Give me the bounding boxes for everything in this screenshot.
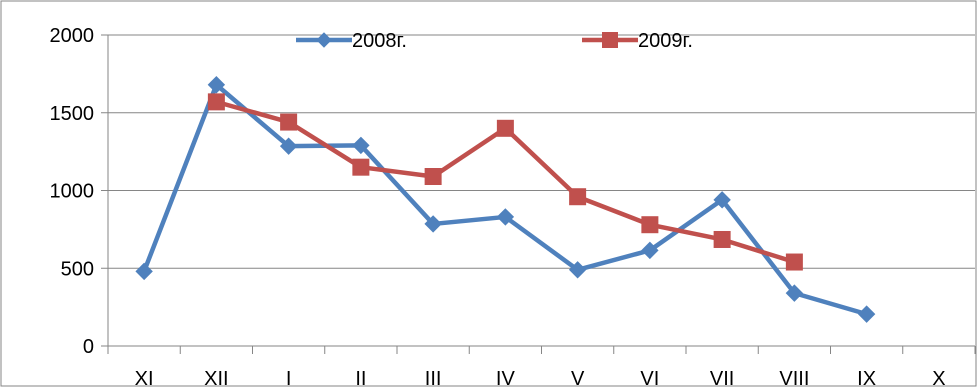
x-tick-label: IV	[496, 368, 516, 387]
legend: 2008г. 2009г.	[296, 30, 693, 52]
x-tick-label: V	[571, 368, 585, 387]
square-marker	[602, 32, 618, 48]
y-tick-labels: 0 500 1000 1500 2000	[50, 25, 95, 358]
legend-label: 2009г.	[638, 30, 693, 52]
y-tick-label: 1500	[50, 103, 95, 125]
square-marker	[424, 168, 442, 186]
square-marker	[280, 113, 298, 131]
diamond-marker	[352, 136, 370, 155]
legend-item-1: 2008г.	[296, 30, 407, 52]
square-marker	[569, 188, 587, 206]
x-tick-label: VII	[710, 368, 734, 387]
square-marker	[207, 93, 225, 111]
diamond-marker	[207, 76, 226, 94]
square-marker	[641, 216, 659, 234]
x-tick-label: XII	[204, 368, 228, 387]
series-1	[135, 76, 876, 323]
diamond-marker	[135, 262, 153, 281]
diamond-marker	[641, 241, 659, 260]
square-marker	[496, 119, 514, 137]
square-marker	[713, 230, 731, 248]
x-tick-label: IX	[857, 368, 876, 387]
axes	[101, 34, 976, 354]
x-tick-label: XI	[135, 368, 154, 387]
square-marker	[352, 158, 370, 176]
x-tick-label: X	[932, 368, 945, 387]
series	[135, 76, 876, 323]
diamond-marker	[713, 191, 731, 209]
legend-item-2: 2009г.	[582, 30, 693, 52]
diamond-marker	[279, 137, 298, 155]
diamond-marker	[496, 208, 515, 226]
x-tick-labels: XI XII I II III IV V VI VII VIII IX X	[135, 368, 946, 387]
x-tick-label: I	[286, 368, 292, 387]
diamond-marker	[316, 32, 332, 48]
x-tick-label: VIII	[779, 368, 809, 387]
y-tick-label: 500	[61, 258, 94, 280]
diamond-marker	[568, 261, 587, 279]
x-tick-label: III	[425, 368, 442, 387]
square-marker	[785, 253, 803, 271]
y-tick-label: 0	[83, 336, 94, 358]
y-tick-label: 1000	[50, 181, 95, 203]
legend-label: 2008г.	[352, 30, 407, 52]
x-tick-label: II	[355, 368, 366, 387]
diamond-marker	[785, 284, 804, 302]
series-2	[207, 93, 803, 271]
x-tick-label: VI	[640, 368, 659, 387]
y-tick-label: 2000	[50, 25, 95, 47]
diamond-marker	[424, 215, 442, 233]
diamond-marker	[857, 305, 876, 323]
